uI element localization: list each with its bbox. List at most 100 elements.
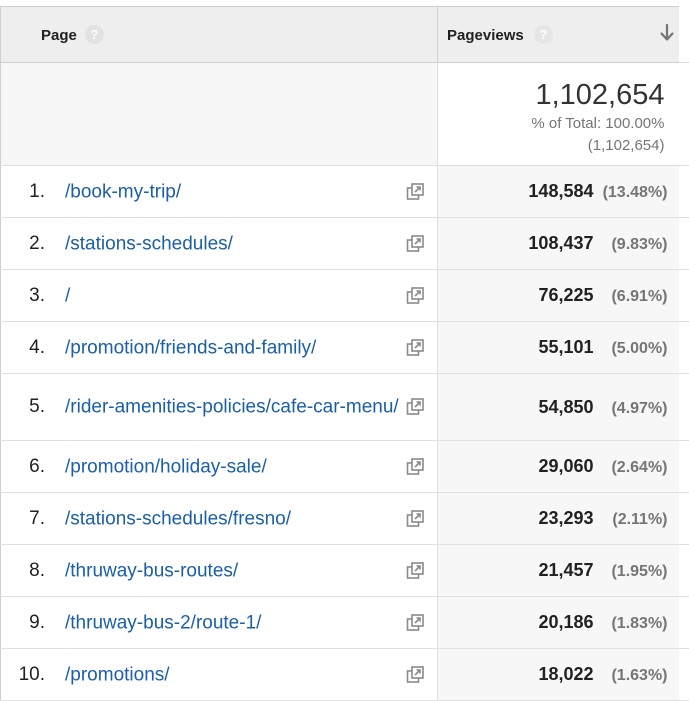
page-cell: 4./promotion/friends-and-family/ xyxy=(1,322,438,374)
pageviews-value: 55,101 xyxy=(538,337,593,357)
page-path-link[interactable]: /promotion/holiday-sale/ xyxy=(65,455,401,478)
row-rank: 2. xyxy=(1,233,45,255)
pageviews-cell: 54,850(4.97%) xyxy=(438,374,679,441)
pageviews-value: 20,186 xyxy=(538,612,593,632)
pageviews-value: 76,225 xyxy=(538,285,593,305)
page-path-link[interactable]: /thruway-bus-2/route-1/ xyxy=(65,611,401,634)
table-row: 8. /thruway-bus-routes/21,457(1.95%) xyxy=(1,545,689,597)
page-column-label: Page xyxy=(41,27,77,44)
page-path-link[interactable]: /stations-schedules/ xyxy=(65,232,401,255)
table-row: 4./promotion/friends-and-family/55,101(5… xyxy=(1,322,689,374)
page-path-link[interactable]: /rider-amenities-policies/cafe-car-menu/ xyxy=(65,396,401,419)
page-path-link[interactable]: /promotion/friends-and-family/ xyxy=(65,336,401,359)
row-rank: 6. xyxy=(1,456,45,478)
page-column-header[interactable]: Page? xyxy=(1,7,438,63)
page-path-link[interactable]: /stations-schedules/fresno/ xyxy=(65,507,401,530)
row-edge xyxy=(679,218,689,270)
page-path-link[interactable]: /book-my-trip/ xyxy=(65,180,401,203)
pageviews-percent: (1.63%) xyxy=(594,667,668,685)
pageviews-value: 21,457 xyxy=(538,560,593,580)
open-in-new-window-icon[interactable] xyxy=(406,398,425,417)
totals-edge xyxy=(679,63,689,166)
pageviews-percent: (6.91%) xyxy=(594,288,668,306)
pageviews-cell: 76,225(6.91%) xyxy=(438,270,679,322)
pageviews-value: 148,584 xyxy=(528,181,593,201)
row-rank: 1. xyxy=(1,181,45,203)
table-row: 1. /book-my-trip/148,584(13.48%) xyxy=(1,166,689,218)
table-row: 3. / 76,225(6.91%) xyxy=(1,270,689,322)
pageviews-percent: (13.48%) xyxy=(594,184,668,202)
page-cell: 10. /promotions/ xyxy=(1,649,438,701)
page-path-link[interactable]: /promotions/ xyxy=(65,663,401,686)
pageviews-percent: (1.83%) xyxy=(594,615,668,633)
pageviews-help-icon[interactable]: ? xyxy=(534,25,553,44)
pageviews-value: 29,060 xyxy=(538,456,593,476)
page-cell: 7./stations-schedules/fresno/ xyxy=(1,493,438,545)
open-in-new-window-icon[interactable] xyxy=(406,234,425,253)
pageviews-cell: 23,293(2.11%) xyxy=(438,493,679,545)
arrow-down-icon[interactable] xyxy=(659,23,675,43)
row-edge xyxy=(679,374,689,441)
open-in-new-window-icon[interactable] xyxy=(406,509,425,528)
page-help-icon[interactable]: ? xyxy=(85,25,104,44)
row-edge xyxy=(679,322,689,374)
row-rank: 5. xyxy=(1,396,45,418)
open-in-new-window-icon[interactable] xyxy=(406,561,425,580)
totals-row: 1,102,654 % of Total: 100.00% (1,102,654… xyxy=(1,63,689,166)
total-pageviews-value: 1,102,654 xyxy=(438,78,665,112)
pages-report-table: Page? Pageviews? 1,102,654 % of Total: 1… xyxy=(0,6,689,701)
totals-page-cell xyxy=(1,63,438,166)
page-cell: 1. /book-my-trip/ xyxy=(1,166,438,218)
pageviews-percent: (9.83%) xyxy=(594,236,668,254)
table-row: 2. /stations-schedules/108,437(9.83%) xyxy=(1,218,689,270)
page-cell: 8. /thruway-bus-routes/ xyxy=(1,545,438,597)
totals-pageviews-cell: 1,102,654 % of Total: 100.00% (1,102,654… xyxy=(438,63,679,166)
pageviews-cell: 18,022(1.63%) xyxy=(438,649,679,701)
open-in-new-window-icon[interactable] xyxy=(406,665,425,684)
page-path-link[interactable]: / xyxy=(65,284,401,307)
row-rank: 10. xyxy=(1,664,45,686)
pageviews-value: 18,022 xyxy=(538,664,593,684)
row-rank: 8. xyxy=(1,560,45,582)
row-edge xyxy=(679,441,689,493)
table-row: 5. /rider-amenities-policies/cafe-car-men… xyxy=(1,374,689,441)
pageviews-cell: 20,186(1.83%) xyxy=(438,597,679,649)
page-cell: 9. /thruway-bus-2/route-1/ xyxy=(1,597,438,649)
pageviews-cell: 29,060(2.64%) xyxy=(438,441,679,493)
table-row: 7./stations-schedules/fresno/23,293(2.11… xyxy=(1,493,689,545)
pageviews-column-header[interactable]: Pageviews? xyxy=(438,7,679,63)
pageviews-value: 23,293 xyxy=(538,508,593,528)
open-in-new-window-icon[interactable] xyxy=(406,182,425,201)
header-edge xyxy=(679,7,689,63)
table-row: 9. /thruway-bus-2/route-1/20,186(1.83%) xyxy=(1,597,689,649)
pageviews-percent: (1.95%) xyxy=(594,563,668,581)
pageviews-column-label: Pageviews xyxy=(447,27,524,44)
open-in-new-window-icon[interactable] xyxy=(406,338,425,357)
table-row: 6. /promotion/holiday-sale/29,060(2.64%) xyxy=(1,441,689,493)
page-cell: 6. /promotion/holiday-sale/ xyxy=(1,441,438,493)
row-edge xyxy=(679,166,689,218)
pageviews-percent: (2.64%) xyxy=(594,459,668,477)
page-cell: 3. / xyxy=(1,270,438,322)
table-header-row: Page? Pageviews? xyxy=(1,7,689,63)
page-path-link[interactable]: /thruway-bus-routes/ xyxy=(65,559,401,582)
pageviews-value: 54,850 xyxy=(538,397,593,417)
pageviews-percent: (4.97%) xyxy=(594,400,668,418)
pageviews-cell: 148,584(13.48%) xyxy=(438,166,679,218)
open-in-new-window-icon[interactable] xyxy=(406,286,425,305)
page-cell: 5. /rider-amenities-policies/cafe-car-men… xyxy=(1,374,438,441)
row-rank: 9. xyxy=(1,612,45,634)
pageviews-cell: 21,457(1.95%) xyxy=(438,545,679,597)
row-edge xyxy=(679,270,689,322)
pageviews-percent: (5.00%) xyxy=(594,340,668,358)
table-row: 10. /promotions/18,022(1.63%) xyxy=(1,649,689,701)
open-in-new-window-icon[interactable] xyxy=(406,613,425,632)
pageviews-cell: 108,437(9.83%) xyxy=(438,218,679,270)
row-edge xyxy=(679,545,689,597)
row-rank: 3. xyxy=(1,285,45,307)
row-edge xyxy=(679,649,689,701)
row-edge xyxy=(679,597,689,649)
pageviews-value: 108,437 xyxy=(528,233,593,253)
open-in-new-window-icon[interactable] xyxy=(406,457,425,476)
pageviews-cell: 55,101(5.00%) xyxy=(438,322,679,374)
